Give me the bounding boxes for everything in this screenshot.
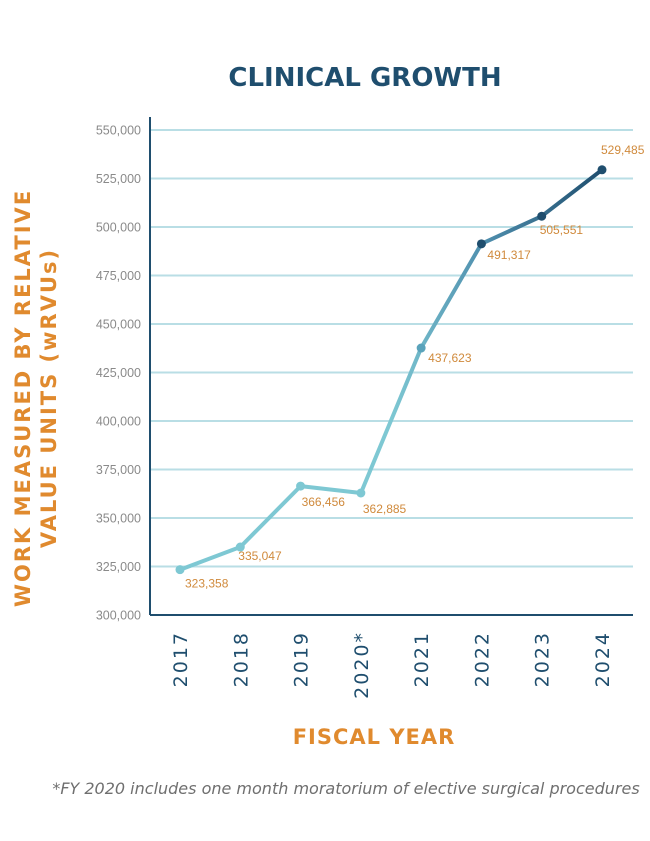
x-axis-ticks: 2017 2018 2019 2020* 2021 2022 2023 2024: [170, 631, 614, 699]
series-line: [178, 167, 604, 572]
data-label: 323,358: [185, 577, 229, 591]
y-tick-label: 550,000: [96, 124, 141, 138]
y-axis-title: WORK MEASURED BY RELATIVE VALUE UNITS (w…: [11, 189, 61, 607]
data-point: [597, 165, 607, 175]
data-label: 529,485: [601, 143, 645, 157]
data-points: [175, 165, 607, 575]
data-point: [296, 481, 306, 491]
y-tick-label: 475,000: [96, 269, 141, 283]
data-point: [537, 211, 547, 221]
data-label: 491,317: [487, 248, 531, 262]
data-label: 335,047: [238, 549, 282, 563]
y-tick-label: 400,000: [96, 415, 141, 429]
y-tick-label: 450,000: [96, 318, 141, 332]
gridlines: [150, 129, 633, 568]
x-tick-label: 2020*: [351, 631, 373, 699]
y-axis-title-line1: WORK MEASURED BY RELATIVE: [11, 189, 35, 607]
x-tick-label: 2017: [170, 631, 192, 687]
x-tick-label: 2022: [471, 631, 493, 687]
data-point: [356, 488, 366, 498]
data-point: [476, 239, 486, 249]
y-tick-label: 300,000: [96, 609, 141, 623]
x-axis-title: FISCAL YEAR: [293, 725, 456, 749]
data-point: [175, 565, 185, 575]
y-tick-label: 325,000: [96, 560, 141, 574]
data-label: 437,623: [428, 351, 472, 365]
y-tick-label: 375,000: [96, 463, 141, 477]
y-tick-label: 350,000: [96, 512, 141, 526]
data-point: [416, 343, 426, 353]
data-label: 366,456: [302, 495, 346, 509]
data-label: 362,885: [363, 502, 407, 516]
x-tick-label: 2018: [230, 631, 252, 687]
y-axis-title-line2: VALUE UNITS (wRVUs): [37, 248, 61, 548]
data-labels: 323,358 335,047 366,456 362,885 437,623 491,3…: [185, 143, 645, 591]
data-label: 505,551: [540, 223, 584, 237]
y-tick-label: 425,000: [96, 366, 141, 380]
footnote: *FY 2020 includes one month moratorium o…: [52, 779, 639, 798]
chart-title: CLINICAL GROWTH: [228, 63, 501, 93]
x-tick-label: 2021: [411, 631, 433, 687]
y-axis-ticks: 300,000 325,000 350,000 375,000 400,000 425,0…: [96, 124, 141, 623]
data-point: [235, 542, 245, 552]
y-tick-label: 525,000: [96, 172, 141, 186]
x-tick-label: 2019: [291, 631, 313, 687]
x-tick-label: 2023: [532, 631, 554, 687]
y-tick-label: 500,000: [96, 221, 141, 235]
x-tick-label: 2024: [592, 631, 614, 687]
